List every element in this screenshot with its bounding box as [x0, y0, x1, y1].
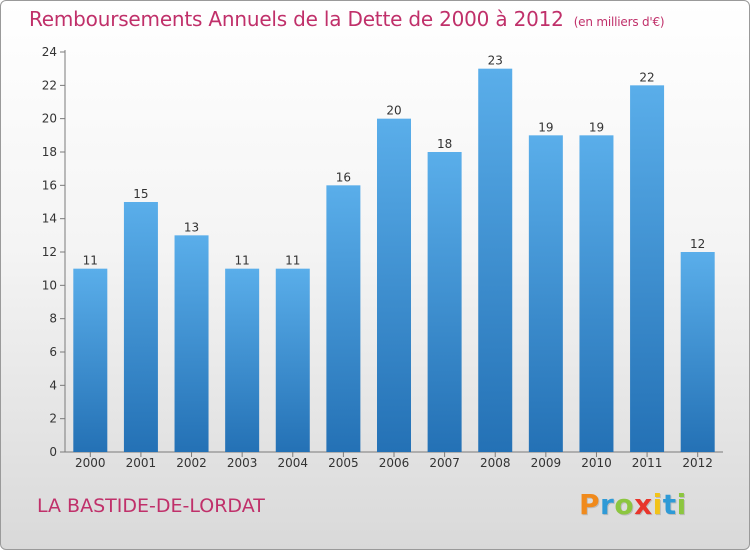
chart-title: Remboursements Annuels de la Dette de 20… [29, 7, 665, 31]
y-tick-label: 8 [49, 312, 57, 326]
logo-letter: t [662, 488, 677, 521]
bar-value-label: 11 [83, 254, 98, 268]
bar [630, 85, 665, 452]
x-tick-label: 2005 [328, 456, 359, 470]
bar-value-label: 23 [488, 54, 503, 68]
y-tick-label: 12 [42, 245, 57, 259]
logo-letter: P [579, 488, 601, 521]
logo-letter: x [634, 488, 653, 521]
logo-letter: i [676, 488, 687, 521]
logo-letter: o [614, 488, 635, 521]
bar-value-label: 19 [538, 120, 553, 134]
y-tick-label: 18 [42, 145, 57, 159]
x-tick-label: 2004 [277, 456, 308, 470]
bar-value-label: 16 [336, 170, 351, 184]
y-tick-label: 10 [42, 278, 57, 292]
y-tick-label: 22 [42, 78, 57, 92]
bar-value-label: 19 [589, 120, 604, 134]
y-tick-label: 20 [42, 112, 57, 126]
x-tick-label: 2001 [126, 456, 157, 470]
x-tick-label: 2012 [682, 456, 713, 470]
bar [225, 268, 260, 452]
bar [680, 252, 715, 452]
bar [326, 185, 361, 453]
bar [123, 202, 158, 452]
bar-value-label: 13 [184, 220, 199, 234]
bar [275, 268, 310, 452]
bar-value-label: 22 [639, 70, 654, 84]
y-tick-label: 0 [49, 445, 57, 459]
commune-name: LA BASTIDE-DE-LORDAT [37, 495, 265, 517]
y-tick-label: 6 [49, 345, 57, 359]
bar-value-label: 11 [285, 254, 300, 268]
y-tick-label: 16 [42, 178, 57, 192]
y-tick-label: 14 [42, 212, 57, 226]
bar [579, 135, 614, 453]
bar [73, 268, 108, 452]
bar-value-label: 20 [386, 104, 401, 118]
x-tick-label: 2009 [531, 456, 562, 470]
value-labels: 11 15 13 11 11 16 20 18 23 19 19 22 12 [83, 54, 706, 268]
y-tick-label: 24 [42, 45, 57, 59]
logo-letter: r [600, 488, 615, 521]
x-tick-label: 2011 [632, 456, 663, 470]
x-tick-label: 2006 [379, 456, 410, 470]
proxiti-logo: Proxiti [579, 488, 687, 521]
bar-value-label: 18 [437, 137, 452, 151]
chart-unit: (en milliers d'€) [573, 15, 665, 29]
bar [427, 152, 462, 452]
bar [377, 118, 411, 453]
bar [478, 68, 513, 453]
bar [528, 135, 563, 453]
y-tick-label: 2 [49, 412, 57, 426]
x-tick-label: 2002 [176, 456, 207, 470]
bar-value-label: 15 [133, 187, 148, 201]
x-tick-label: 2003 [227, 456, 258, 470]
bars [73, 68, 715, 453]
x-tick-label: 2008 [480, 456, 511, 470]
bar [174, 235, 209, 452]
bar-value-label: 11 [235, 254, 250, 268]
bar-value-label: 12 [690, 237, 705, 251]
y-tick-label: 4 [49, 378, 57, 392]
x-tick-label: 2000 [75, 456, 106, 470]
chart-title-text: Remboursements Annuels de la Dette de 20… [29, 7, 564, 31]
x-tick-label: 2007 [429, 456, 460, 470]
logo-letter: i [652, 488, 663, 521]
x-tick-label: 2010 [581, 456, 612, 470]
